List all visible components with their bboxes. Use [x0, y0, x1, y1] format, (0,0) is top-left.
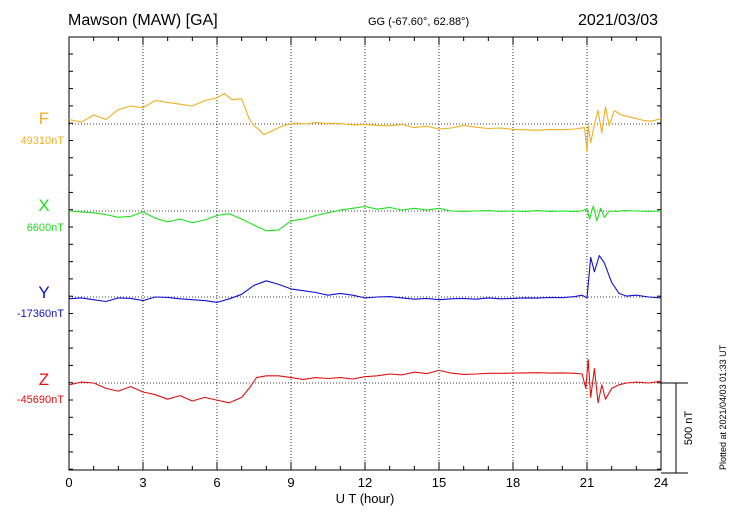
baseline-value-f: 49310nT	[21, 135, 65, 147]
series-label-z: Z	[39, 370, 49, 389]
x-tick-label: 15	[432, 475, 446, 490]
baseline-value-z: -45690nT	[17, 394, 64, 406]
chart-date: 2021/03/03	[578, 12, 659, 29]
baseline-value-y: -17360nT	[17, 308, 64, 320]
x-tick-label: 9	[287, 475, 294, 490]
series-line-y	[68, 255, 662, 303]
x-tick-label: 3	[139, 475, 146, 490]
x-tick-label: 18	[506, 475, 520, 490]
series-label-f: F	[39, 109, 49, 128]
series-label-x: X	[38, 196, 49, 215]
scale-bar-label: 500 nT	[683, 411, 695, 446]
station-coordinates: GG (-67.60°, 62.88°)	[368, 16, 470, 28]
baseline-value-x: 6600nT	[27, 222, 65, 234]
x-tick-label: 0	[65, 475, 72, 490]
x-tick-label: 6	[213, 475, 220, 490]
series-line-x	[68, 205, 662, 232]
x-tick-label: 24	[654, 475, 668, 490]
chart-title: Mawson (MAW) [GA]	[68, 12, 218, 29]
series-line-f	[68, 92, 662, 153]
x-axis-label: U T (hour)	[336, 491, 395, 506]
series-line-z	[68, 359, 662, 404]
x-tick-label: 12	[358, 475, 372, 490]
series-label-y: Y	[38, 283, 49, 302]
x-tick-label: 21	[580, 475, 594, 490]
